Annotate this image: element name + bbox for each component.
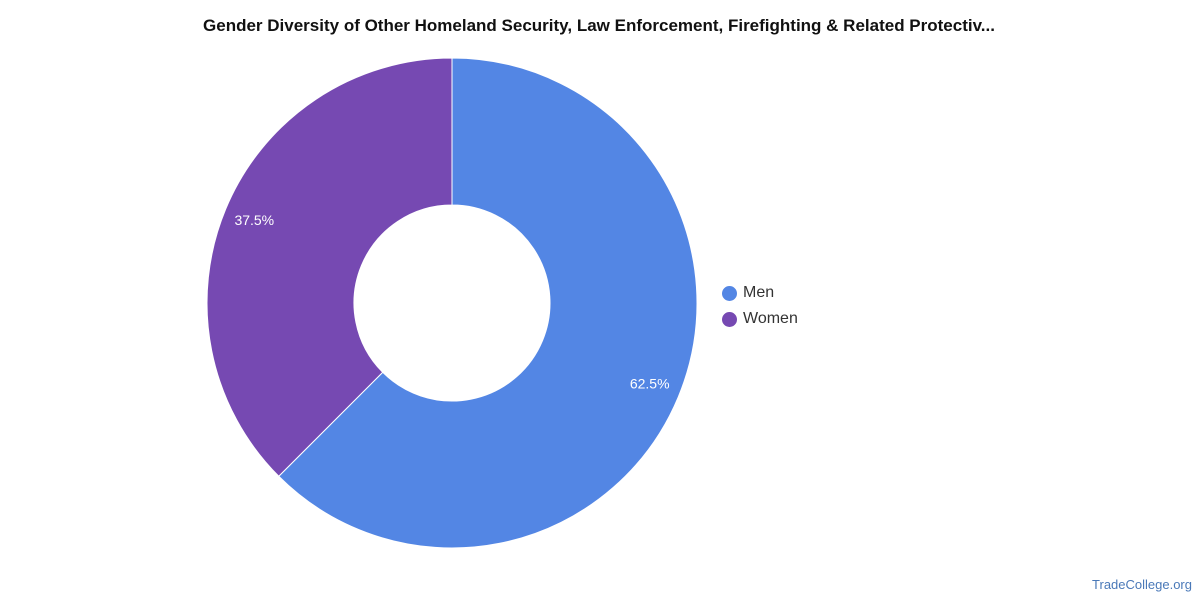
legend-label-women: Women bbox=[743, 310, 798, 327]
legend-swatch-women bbox=[722, 311, 737, 327]
legend-item-men[interactable]: Men bbox=[722, 280, 798, 306]
legend-swatch-men bbox=[722, 285, 737, 301]
data-label-women: 37.5% bbox=[234, 212, 274, 228]
legend-label-men: Men bbox=[743, 284, 775, 301]
legend: Men Women bbox=[722, 280, 798, 332]
donut-slice-women[interactable] bbox=[206, 57, 453, 477]
data-label-men: 62.5% bbox=[630, 376, 670, 392]
watermark: TradeCollege.org bbox=[1092, 577, 1192, 592]
donut-slice-men[interactable] bbox=[278, 57, 698, 549]
chart-title: Gender Diversity of Other Homeland Secur… bbox=[203, 16, 995, 35]
legend-item-women[interactable]: Women bbox=[722, 306, 798, 332]
